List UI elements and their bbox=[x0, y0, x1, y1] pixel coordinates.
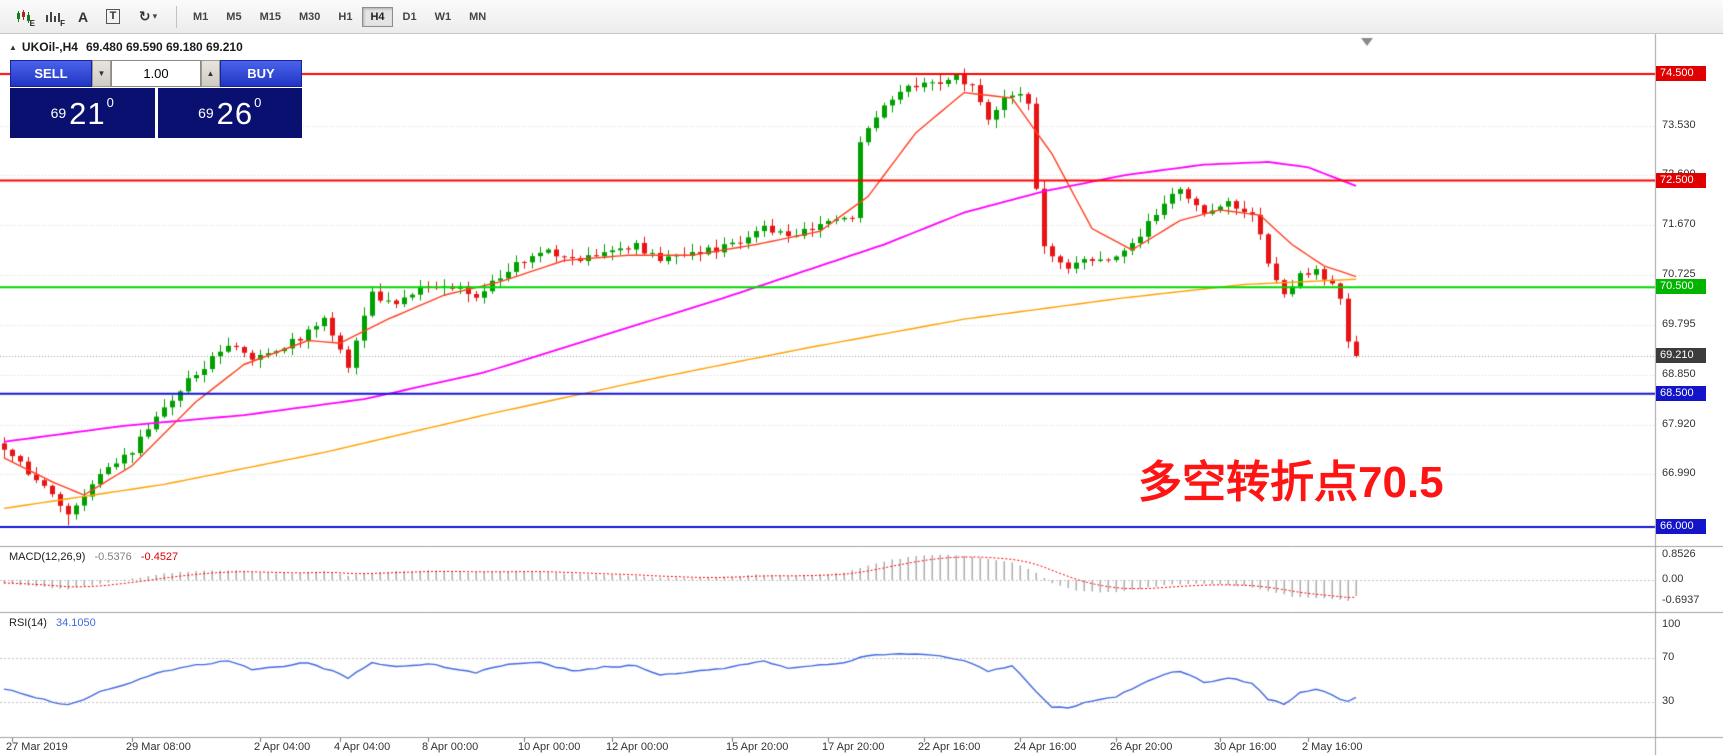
buy-price-pips: 26 bbox=[216, 95, 254, 131]
macd-axis-0.8526: 0.8526 bbox=[1662, 547, 1696, 560]
price-badge-72.500: 72.500 bbox=[1656, 172, 1706, 188]
price-tick-69.795: 69.795 bbox=[1662, 317, 1696, 330]
chevron-down-icon: ▾ bbox=[152, 11, 158, 21]
volume-input[interactable] bbox=[111, 60, 201, 87]
time-label: 26 Apr 20:00 bbox=[1110, 741, 1173, 753]
volume-down-button[interactable]: ▼ bbox=[92, 60, 111, 87]
icon-sub-label: E bbox=[29, 18, 35, 28]
price-badge-74.500: 74.500 bbox=[1656, 66, 1706, 81]
rsi-axis-70: 70 bbox=[1662, 651, 1675, 663]
chart-text-annotation: 多空转折点70.5 bbox=[1138, 458, 1444, 507]
chart-header: ▲ UKOil-,H4 69.480 69.590 69.180 69.210 bbox=[9, 40, 243, 54]
price-tick-73.530: 73.530 bbox=[1662, 118, 1696, 131]
rsi-axis-100: 100 bbox=[1662, 618, 1681, 630]
time-label: 22 Apr 16:00 bbox=[918, 741, 981, 753]
time-label: 12 Apr 00:00 bbox=[606, 741, 669, 753]
time-label: 15 Apr 20:00 bbox=[726, 741, 789, 753]
volume-up-button[interactable]: ▲ bbox=[201, 60, 220, 87]
time-label: 4 Apr 04:00 bbox=[334, 741, 391, 753]
timeframe-button-h4[interactable]: H4 bbox=[362, 6, 393, 27]
price-tick-66.990: 66.990 bbox=[1662, 467, 1696, 480]
toolbar-separator bbox=[176, 5, 177, 28]
time-label: 27 Mar 2019 bbox=[6, 741, 68, 753]
timeframe-button-m1[interactable]: M1 bbox=[193, 10, 209, 23]
price-tick-70.725: 70.725 bbox=[1662, 268, 1696, 281]
timeframe-button-m5[interactable]: M5 bbox=[226, 10, 242, 23]
bar-chart-icon[interactable]: F bbox=[38, 4, 68, 30]
sell-price[interactable]: 69 21 0 bbox=[10, 88, 155, 138]
ohlc-values: 69.480 69.590 69.180 69.210 bbox=[85, 40, 243, 54]
time-label: 17 Apr 20:00 bbox=[822, 741, 885, 753]
macd-value: -0.5376 bbox=[94, 551, 132, 563]
timeframe-button-m15[interactable]: M15 bbox=[259, 10, 281, 23]
trade-panel-controls: SELL ▼ ▲ BUY bbox=[10, 60, 302, 87]
macd-signal-value: -0.4527 bbox=[140, 551, 179, 563]
bar-chart-glyph bbox=[46, 11, 60, 22]
sell-price-prefix: 69 bbox=[50, 105, 67, 121]
symbol-period-label: UKOil-,H4 bbox=[21, 40, 78, 54]
buy-price-prefix: 69 bbox=[198, 105, 214, 121]
buy-price-point: 0 bbox=[254, 95, 262, 110]
price-tick-71.670: 71.670 bbox=[1662, 217, 1696, 230]
font-icon[interactable]: A bbox=[77, 8, 89, 25]
price-tick-67.920: 67.920 bbox=[1662, 417, 1696, 430]
icon-sub-label: F bbox=[60, 18, 65, 28]
macd-axis-0.00: 0.00 bbox=[1662, 573, 1684, 585]
sell-price-point: 0 bbox=[106, 95, 114, 110]
text-label-icon[interactable]: T bbox=[98, 4, 128, 30]
trade-panel-prices: 69 21 0 69 26 0 bbox=[10, 88, 302, 138]
buy-price[interactable]: 69 26 0 bbox=[157, 88, 302, 138]
price-badge-69.210: 69.210 bbox=[1656, 347, 1706, 363]
timeframe-button-m30[interactable]: M30 bbox=[298, 10, 321, 23]
rsi-axis-30: 30 bbox=[1662, 695, 1675, 707]
sell-price-pips: 21 bbox=[69, 95, 106, 131]
candlestick-chart-icon[interactable]: E bbox=[8, 4, 38, 30]
time-label: 10 Apr 00:00 bbox=[518, 741, 581, 753]
toolbar: E F A T ↻ ▾ M1 M5 M15 M30 H1 H4 D1 W1 MN bbox=[0, 0, 1723, 34]
candlestick-glyph bbox=[17, 9, 30, 23]
macd-axis--0.6937: -0.6937 bbox=[1662, 593, 1700, 606]
one-click-collapse-icon[interactable]: ▲ bbox=[9, 42, 17, 52]
cycles-icon[interactable]: ↻ ▾ bbox=[138, 8, 158, 24]
buy-button[interactable]: BUY bbox=[220, 60, 302, 87]
time-label: 2 Apr 04:00 bbox=[254, 741, 311, 753]
rsi-label: RSI(14) bbox=[9, 617, 47, 629]
macd-label: MACD(12,26,9) bbox=[9, 551, 86, 563]
time-label: 2 May 16:00 bbox=[1302, 741, 1363, 753]
rsi-label-row: RSI(14) 34.1050 bbox=[9, 617, 96, 629]
time-label: 8 Apr 00:00 bbox=[422, 741, 479, 753]
price-badge-66.000: 66.000 bbox=[1656, 519, 1706, 535]
one-click-trading-panel: SELL ▼ ▲ BUY 69 21 0 69 26 0 bbox=[10, 60, 302, 138]
sell-button[interactable]: SELL bbox=[10, 60, 92, 87]
timeframe-group: M1 M5 M15 M30 H1 H4 D1 W1 MN bbox=[185, 6, 494, 27]
time-label: 24 Apr 16:00 bbox=[1014, 741, 1077, 753]
rsi-value: 34.1050 bbox=[55, 617, 96, 629]
timeframe-button-mn[interactable]: MN bbox=[469, 10, 487, 23]
time-label: 30 Apr 16:00 bbox=[1214, 741, 1277, 753]
timeframe-button-w1[interactable]: W1 bbox=[434, 10, 452, 23]
macd-label-row: MACD(12,26,9) -0.5376 -0.4527 bbox=[9, 551, 178, 563]
price-tick-68.850: 68.850 bbox=[1662, 368, 1696, 381]
timeframe-button-d1[interactable]: D1 bbox=[402, 10, 417, 23]
time-label: 29 Mar 08:00 bbox=[126, 741, 191, 753]
price-badge-68.500: 68.500 bbox=[1656, 385, 1706, 401]
price-badge-70.500: 70.500 bbox=[1656, 279, 1706, 295]
timeframe-button-h1[interactable]: H1 bbox=[338, 10, 353, 23]
